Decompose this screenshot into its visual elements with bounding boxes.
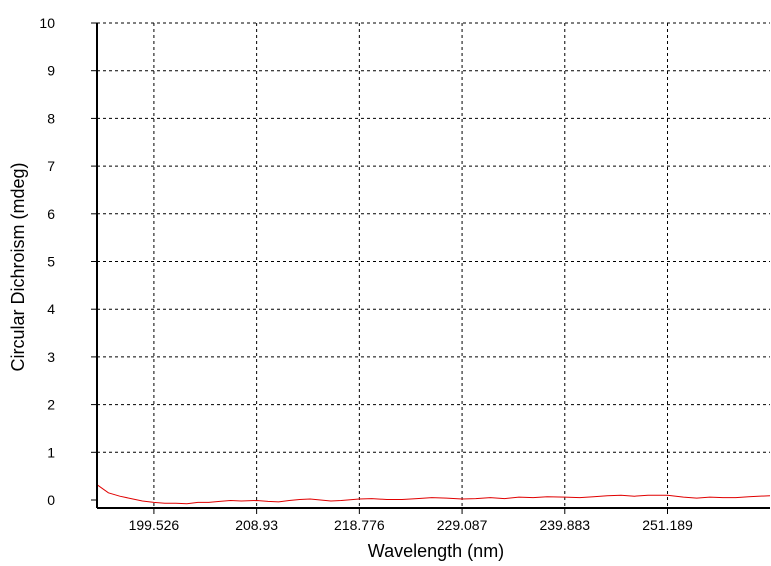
x-tick-label: 229.087 — [437, 517, 488, 533]
y-axis-title: Circular Dichroism (mdeg) — [8, 162, 28, 371]
x-tick-label: 199.526 — [129, 517, 180, 533]
x-tick-label: 208.93 — [235, 517, 278, 533]
y-tick-label: 4 — [47, 301, 55, 317]
x-tick-label: 218.776 — [334, 517, 385, 533]
y-tick-label: 10 — [39, 15, 55, 31]
y-tick-label: 0 — [47, 492, 55, 508]
grid — [97, 22, 770, 508]
y-tick-label: 2 — [47, 397, 55, 413]
series-layer — [96, 484, 771, 505]
plot-area — [97, 23, 770, 508]
series-line-0 — [96, 484, 771, 505]
y-tick-label: 1 — [47, 444, 55, 460]
y-axis-ticks: 0 1 2 3 4 5 6 7 8 9 10 — [39, 15, 97, 508]
x-tick-label: 251.189 — [642, 517, 693, 533]
y-tick-label: 8 — [47, 110, 55, 126]
x-axis-ticks: 199.526 208.93 218.776 229.087 239.883 251.18… — [129, 508, 693, 533]
y-tick-label: 7 — [47, 158, 55, 174]
y-tick-label: 6 — [47, 206, 55, 222]
x-axis-title: Wavelength (nm) — [368, 541, 504, 561]
x-tick-label: 239.883 — [539, 517, 590, 533]
y-tick-label: 3 — [47, 349, 55, 365]
y-tick-label: 5 — [47, 254, 55, 270]
y-tick-label: 9 — [47, 63, 55, 79]
